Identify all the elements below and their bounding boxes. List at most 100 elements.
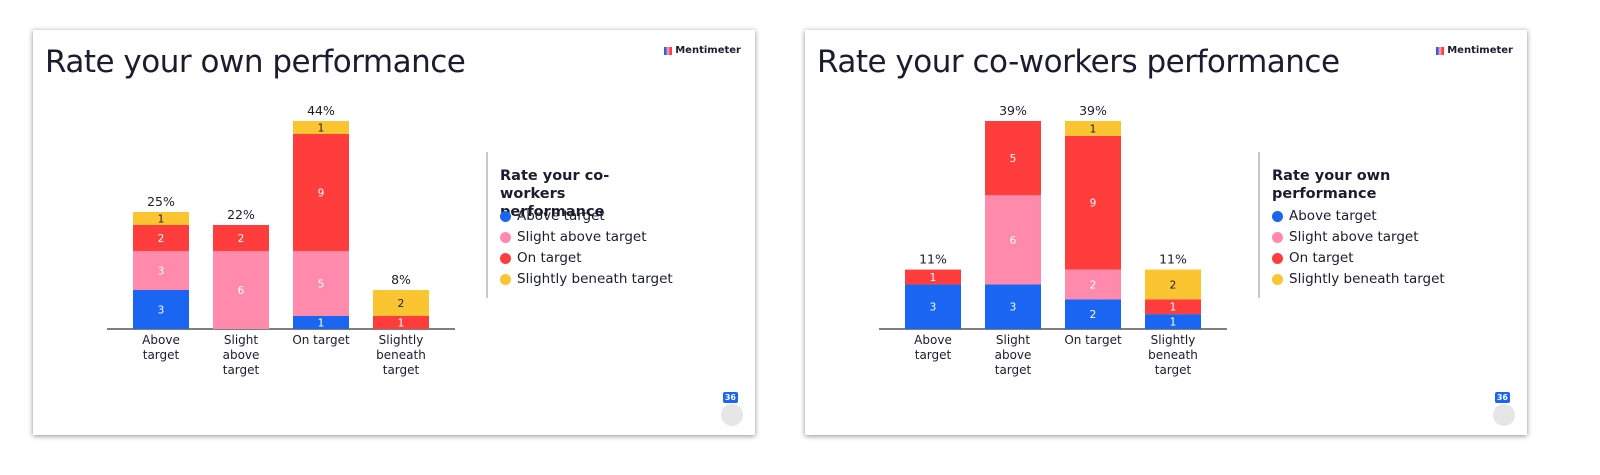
segment-label: 1 xyxy=(318,318,325,330)
segment-label: 5 xyxy=(318,279,325,291)
segment-label: 1 xyxy=(1170,317,1177,329)
brand-name: Mentimeter xyxy=(675,45,741,56)
legend-item: Slight above target xyxy=(1272,229,1419,245)
segment-label: 9 xyxy=(318,188,325,200)
chart: 3 3 2 1 25% Above target 6 2 22% Slight above target… xyxy=(107,103,455,377)
segment-label: 9 xyxy=(1090,198,1097,210)
response-count: 36 xyxy=(722,392,738,403)
legend-label: Slight above target xyxy=(517,229,647,245)
bar-segment xyxy=(1145,269,1201,300)
bar-segment xyxy=(133,290,189,329)
segment-label: 1 xyxy=(318,123,325,135)
legend-label: Above target xyxy=(517,208,605,224)
category-label: Slight above target xyxy=(223,333,260,377)
legend-label: On target xyxy=(1289,250,1354,266)
segment-label: 1 xyxy=(930,272,937,284)
slide-title: Rate your own performance xyxy=(45,44,466,80)
total-label: 11% xyxy=(919,252,947,267)
category-label: On target xyxy=(1064,333,1122,347)
slide: Rate your own performance Mentimeter 3 3 2… xyxy=(33,30,755,435)
category-label: Slight above target xyxy=(995,333,1032,377)
slide: Rate your co-workers performance Mentime… xyxy=(805,30,1527,435)
legend-swatch xyxy=(1272,252,1283,264)
category-label: Above target xyxy=(914,333,952,362)
category-label: Slightly beneath target xyxy=(376,333,426,377)
bar-segment xyxy=(1145,314,1201,329)
segment-label: 1 xyxy=(398,318,405,330)
total-label: 22% xyxy=(227,207,255,222)
segment-label: 3 xyxy=(158,305,165,317)
segment-label: 6 xyxy=(238,285,245,297)
bar-segment xyxy=(905,269,961,285)
bar-segment xyxy=(293,316,349,329)
legend-item: Slightly beneath target xyxy=(500,271,673,287)
segment-label: 1 xyxy=(158,214,165,226)
legend-item: Above target xyxy=(500,208,605,224)
legend-swatch xyxy=(500,231,511,243)
brand-name: Mentimeter xyxy=(1447,45,1513,56)
legend: Rate your own performance Above target Sli… xyxy=(1258,152,1445,298)
bar-segment xyxy=(133,212,189,225)
legend-label: Slightly beneath target xyxy=(517,271,673,287)
response-count: 36 xyxy=(1494,392,1510,403)
segment-label: 2 xyxy=(158,233,165,245)
bar-segment xyxy=(985,121,1041,196)
legend-title: Rate your co-workers performance xyxy=(500,168,610,220)
slide-title: Rate your co-workers performance xyxy=(817,44,1340,80)
segment-label: 2 xyxy=(1170,279,1177,291)
total-label: 25% xyxy=(147,194,175,209)
segment-label: 6 xyxy=(1010,235,1017,247)
legend-label: On target xyxy=(517,250,582,266)
bar-segment xyxy=(293,251,349,316)
legend-item: Above target xyxy=(1272,208,1377,224)
bar-segment xyxy=(985,195,1041,285)
legend-swatch xyxy=(500,210,511,222)
legend-item: On target xyxy=(500,250,582,266)
total-label: 44% xyxy=(307,103,335,118)
segment-label: 3 xyxy=(930,302,937,314)
legend: Rate your co-workers performance Above ta… xyxy=(486,152,673,298)
segment-label: 3 xyxy=(1010,302,1017,314)
segment-label: 2 xyxy=(1090,279,1097,291)
bar-segment xyxy=(1065,269,1121,300)
bar-segment xyxy=(373,316,429,329)
total-label: 39% xyxy=(999,103,1027,118)
segment-label: 1 xyxy=(1090,123,1097,135)
bar-segment xyxy=(905,284,961,329)
bar-segment xyxy=(133,251,189,290)
bar-segment xyxy=(293,134,349,251)
category-label: On target xyxy=(292,333,350,347)
bar-segment xyxy=(373,290,429,316)
legend-label: Slightly beneath target xyxy=(1289,271,1445,287)
legend-item: Slight above target xyxy=(500,229,647,245)
legend-swatch xyxy=(500,252,511,264)
bar-segment xyxy=(213,225,269,251)
bar-segment xyxy=(1065,121,1121,136)
participant-icon[interactable] xyxy=(721,404,743,426)
chart: 3 1 11% Above target 3 6 5 39% Slight above target 2… xyxy=(879,103,1227,377)
legend-swatch xyxy=(1272,273,1283,285)
legend-swatch xyxy=(1272,210,1283,222)
brand: Mentimeter xyxy=(1436,45,1513,56)
segment-label: 5 xyxy=(1010,153,1017,165)
brand: Mentimeter xyxy=(664,45,741,56)
segment-label: 2 xyxy=(398,298,405,310)
total-label: 8% xyxy=(391,272,411,287)
segment-label: 3 xyxy=(158,266,165,278)
segment-label: 2 xyxy=(1090,309,1097,321)
legend-swatch xyxy=(1272,231,1283,243)
segment-label: 1 xyxy=(1170,302,1177,314)
bar-segment xyxy=(213,251,269,329)
bar-segment xyxy=(1065,299,1121,329)
category-label: Above target xyxy=(142,333,180,362)
bar-segment xyxy=(1145,299,1201,315)
total-label: 39% xyxy=(1079,103,1107,118)
legend-swatch xyxy=(500,273,511,285)
legend-item: Slightly beneath target xyxy=(1272,271,1445,287)
bar-segment xyxy=(985,284,1041,329)
participant-icon[interactable] xyxy=(1493,404,1515,426)
legend-label: Above target xyxy=(1289,208,1377,224)
bar-segment xyxy=(1065,135,1121,270)
bar-segment xyxy=(293,121,349,134)
